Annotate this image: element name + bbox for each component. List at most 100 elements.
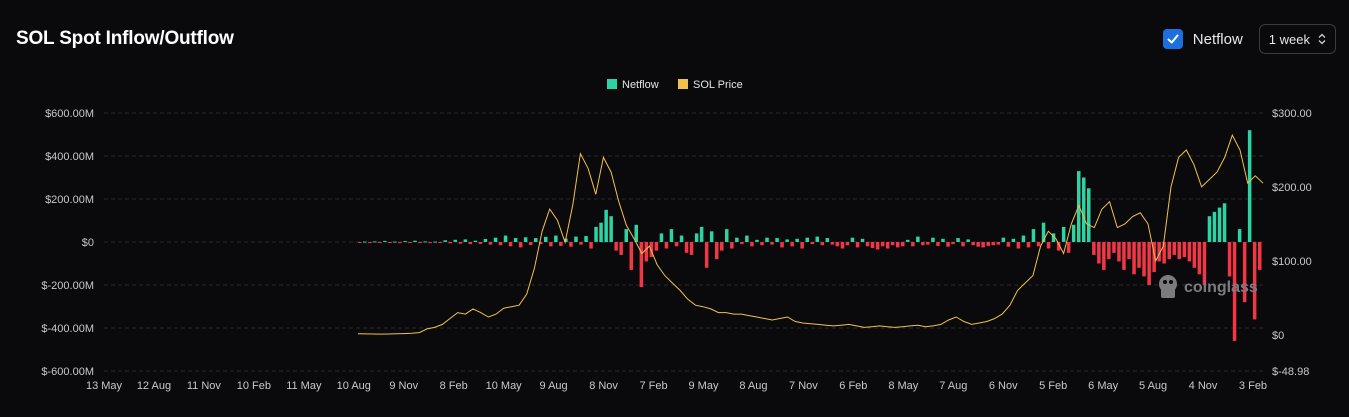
netflow-bar [1172, 242, 1176, 255]
netflow-bar [1006, 242, 1011, 247]
netflow-bar [458, 242, 463, 244]
coinglass-watermark: coinglass [1159, 275, 1258, 298]
netflow-bar [373, 241, 377, 243]
netflow-bar [1011, 238, 1016, 242]
netflow-bar [850, 237, 855, 242]
netflow-bar [780, 242, 784, 248]
netflow-bar [1252, 242, 1257, 320]
netflow-bar [1071, 224, 1076, 242]
netflow-bar [981, 242, 985, 248]
netflow-checkbox[interactable] [1162, 29, 1183, 49]
netflow-bar [1046, 242, 1051, 249]
netflow-bar [921, 242, 925, 246]
right-tick-label: $0 [1272, 330, 1284, 342]
netflow-bar [1217, 207, 1222, 242]
right-tick-label: $-48.98 [1272, 366, 1309, 378]
netflow-bar [549, 242, 553, 247]
netflow-bar [539, 242, 543, 245]
chart-grid [104, 112, 1265, 372]
netflow-bars [358, 130, 1262, 341]
netflow-bar [926, 242, 930, 245]
netflow-bar [468, 242, 473, 245]
right-tick-label: $100.00 [1272, 256, 1312, 268]
netflow-bar [544, 236, 548, 242]
netflow-toggle-label[interactable]: Netflow [1192, 30, 1243, 48]
netflow-bar [574, 236, 578, 242]
netflow-bar [735, 237, 739, 242]
netflow-bar [443, 240, 447, 242]
netflow-bar [654, 242, 659, 251]
netflow-bar [604, 209, 608, 243]
netflow-bar [473, 240, 478, 242]
netflow-bar [986, 242, 990, 246]
netflow-bar [1152, 242, 1156, 273]
netflow-bar [1202, 242, 1207, 285]
netflow-bar [1016, 242, 1021, 249]
x-tick-label: 9 May [688, 380, 718, 392]
netflow-bar [815, 236, 819, 242]
netflow-bar [554, 235, 558, 243]
netflow-bar [1212, 211, 1217, 242]
netflow-bar [1192, 242, 1197, 268]
netflow-bar [931, 237, 935, 242]
left-tick-label: $-400.00M [41, 323, 94, 335]
x-tick-label: 8 Feb [440, 380, 468, 392]
netflow-bar [363, 241, 367, 243]
netflow-bar [790, 242, 794, 247]
netflow-bar [1112, 242, 1116, 253]
netflow-bar [644, 242, 649, 262]
netflow-bar [830, 242, 835, 245]
x-tick-label: 8 May [888, 380, 918, 392]
netflow-bar [1026, 242, 1031, 248]
x-tick-label: 11 Nov [187, 380, 222, 392]
legend-swatch-price [678, 79, 688, 89]
netflow-bar [825, 238, 830, 242]
netflow-bar [523, 237, 528, 242]
netflow-bar [433, 241, 437, 243]
check-icon [1167, 34, 1179, 44]
x-tick-label: 8 Aug [739, 380, 767, 392]
left-tick-label: $400.00M [45, 151, 94, 163]
netflow-bar [800, 242, 804, 249]
netflow-bar [1227, 242, 1232, 277]
netflow-bar [976, 242, 980, 247]
netflow-bar [534, 238, 538, 242]
x-tick-label: 7 Feb [639, 380, 667, 392]
netflow-bar [659, 233, 664, 242]
netflow-bar [906, 239, 910, 242]
netflow-bar [966, 239, 970, 242]
netflow-bar [569, 242, 573, 247]
netflow-bar [875, 242, 880, 250]
x-tick-label: 10 May [486, 380, 523, 392]
netflow-bar [418, 242, 422, 243]
netflow-bar [1051, 233, 1056, 242]
netflow-bar [1092, 242, 1096, 255]
x-tick-label: 6 Nov [989, 380, 1018, 392]
netflow-bar [1222, 203, 1227, 242]
netflow-bar [383, 240, 387, 242]
netflow-bar [770, 242, 774, 245]
netflow-bar [1242, 242, 1247, 303]
sol-price-line [357, 133, 1264, 335]
x-tick-label: 10 Aug [337, 380, 371, 392]
netflow-bar [1021, 235, 1026, 243]
netflow-bar [870, 242, 875, 248]
netflow-bar [478, 242, 483, 244]
netflow-bar [855, 242, 860, 248]
left-axis-ticks: $600.00M $400.00M $200.00M $0 $-200.00M $-400… [41, 108, 94, 378]
netflow-bar [403, 241, 407, 243]
netflow-bar [1247, 130, 1252, 242]
netflow-bar [1207, 216, 1212, 242]
netflow-bar [559, 242, 563, 246]
timeframe-select[interactable]: 1 week [1258, 24, 1336, 54]
netflow-bar [1097, 242, 1101, 264]
netflow-bar [1087, 188, 1091, 243]
netflow-bar [901, 242, 905, 247]
netflow-bar [388, 242, 392, 243]
netflow-bar [614, 242, 618, 251]
netflow-bar [1061, 226, 1066, 242]
x-tick-label: 11 May [286, 380, 322, 392]
netflow-bar [865, 242, 870, 247]
netflow-bar [634, 224, 638, 242]
netflow-bar [463, 239, 468, 242]
